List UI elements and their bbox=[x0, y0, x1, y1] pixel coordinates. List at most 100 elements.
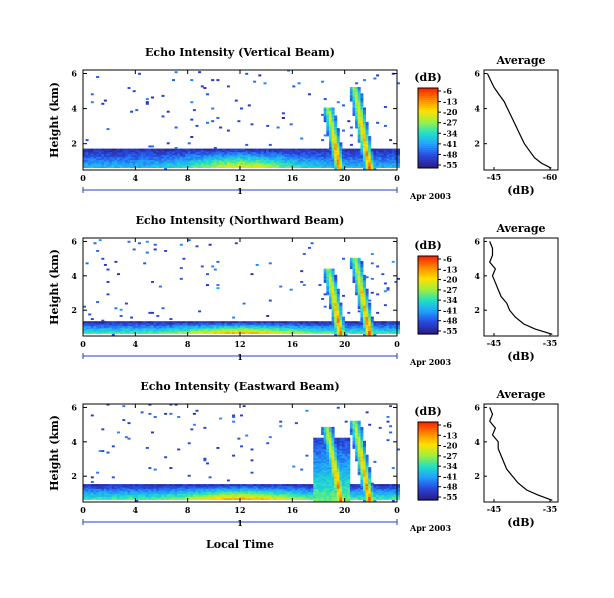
heatmap-cell bbox=[352, 91, 356, 94]
heatmap-cell bbox=[119, 153, 123, 156]
heatmap-cell bbox=[344, 465, 348, 468]
heatmap-cell bbox=[360, 276, 364, 279]
heatmap-cell bbox=[106, 148, 110, 151]
heatmap-cell bbox=[287, 322, 291, 325]
heatmap-cell bbox=[323, 453, 327, 456]
heatmap-cell bbox=[234, 153, 238, 156]
heatmap-cell bbox=[336, 330, 340, 333]
heatmap-cell bbox=[313, 166, 317, 168]
heatmap-cell bbox=[391, 158, 395, 161]
heatmap-cell bbox=[318, 162, 322, 165]
heatmap-cell bbox=[334, 161, 338, 164]
heatmap-cell bbox=[234, 324, 238, 327]
heatmap-cell bbox=[287, 490, 291, 493]
heatmap-cell bbox=[103, 164, 107, 167]
heatmap-cell bbox=[135, 166, 139, 168]
heatmap-cell bbox=[352, 264, 356, 266]
heatmap-cell bbox=[103, 154, 107, 157]
heatmap-cell bbox=[313, 325, 317, 328]
heatmap-cell bbox=[203, 322, 207, 325]
heatmap-cell bbox=[271, 329, 275, 331]
heatmap-cell bbox=[182, 488, 186, 491]
heatmap-cell bbox=[334, 477, 338, 480]
heatmap-cell bbox=[93, 154, 97, 157]
heatmap-cell bbox=[138, 488, 141, 491]
heatmap-cell bbox=[363, 128, 366, 131]
heatmap-cell bbox=[363, 131, 366, 134]
heatmap-cell bbox=[151, 154, 154, 157]
heatmap-cell bbox=[242, 148, 246, 151]
average-profile-line bbox=[486, 73, 552, 169]
heatmap-cell bbox=[334, 302, 338, 305]
colorbar-swatch bbox=[418, 100, 438, 103]
heatmap-cell bbox=[310, 332, 314, 334]
heatmap-cell bbox=[318, 321, 322, 324]
heatmap-cell bbox=[221, 491, 225, 494]
heatmap-cell bbox=[211, 164, 215, 167]
heatmap-cell bbox=[321, 324, 325, 327]
colorbar-swatch bbox=[418, 269, 438, 273]
heatmap-cells bbox=[83, 403, 400, 502]
heatmap-cell bbox=[281, 159, 285, 162]
heatmap-cell bbox=[360, 126, 364, 129]
heatmap-cell bbox=[294, 159, 298, 162]
heatmap-cell bbox=[85, 161, 89, 164]
heatmap-cell bbox=[321, 327, 325, 330]
heatmap-cell bbox=[138, 487, 141, 490]
heatmap-cell bbox=[111, 333, 115, 336]
heatmap-cell bbox=[258, 164, 262, 167]
heatmap-cell bbox=[360, 281, 364, 283]
heatmap-cell bbox=[357, 110, 361, 113]
heatmap-cell bbox=[274, 493, 277, 496]
heatmap-cell bbox=[190, 488, 194, 491]
heatmap-cell bbox=[321, 447, 325, 449]
heatmap-cell bbox=[190, 428, 194, 431]
heatmap-cell bbox=[195, 162, 199, 165]
heatmap-cell bbox=[226, 154, 230, 157]
heatmap-cell bbox=[347, 150, 351, 153]
heatmap-cell bbox=[221, 164, 225, 167]
heatmap-cell bbox=[326, 288, 330, 291]
heatmap-cell bbox=[271, 153, 275, 156]
heatmap-cell bbox=[106, 321, 110, 324]
heatmap-cell bbox=[279, 324, 283, 327]
heatmap-cell bbox=[114, 322, 118, 325]
heatmap-cell bbox=[237, 493, 241, 496]
heatmap-cell bbox=[140, 150, 144, 153]
heatmap-cell bbox=[334, 142, 338, 145]
heatmap-cell bbox=[352, 154, 356, 157]
heatmap-cell bbox=[250, 150, 254, 153]
heatmap-cell bbox=[127, 498, 131, 500]
heatmap-cell bbox=[208, 324, 212, 327]
heatmap-cell bbox=[203, 459, 207, 462]
heatmap-cell bbox=[247, 151, 251, 154]
heatmap-cell bbox=[315, 454, 319, 457]
heatmap-cell bbox=[370, 332, 374, 334]
heatmap-cell bbox=[305, 156, 309, 159]
heatmap-cell bbox=[122, 485, 126, 488]
heatmap-cell bbox=[106, 330, 110, 333]
heatmap-cell bbox=[169, 498, 173, 500]
heatmap-cell bbox=[250, 484, 254, 486]
heatmap-cell bbox=[344, 330, 348, 333]
heatmap-cell bbox=[331, 158, 335, 161]
heatmap-cell bbox=[336, 333, 340, 336]
heatmap-cell bbox=[226, 332, 230, 334]
heatmap-cell bbox=[344, 468, 348, 471]
heatmap-cell bbox=[344, 329, 348, 331]
heatmap-cell bbox=[323, 487, 327, 490]
heatmap-cell bbox=[326, 162, 330, 165]
heatmap-cell bbox=[329, 471, 332, 474]
heatmap-cell bbox=[127, 153, 131, 156]
heatmap-cell bbox=[190, 164, 194, 167]
heatmap-cell bbox=[122, 166, 126, 168]
heatmap-cell bbox=[302, 329, 306, 331]
heatmap-cell bbox=[213, 322, 217, 325]
heatmap-cell bbox=[156, 327, 160, 330]
heatmap-cell bbox=[334, 132, 338, 135]
heatmap-cell bbox=[255, 164, 259, 167]
heatmap-cell bbox=[119, 488, 123, 491]
heatmap-cell bbox=[383, 124, 387, 127]
heatmap-cell bbox=[289, 166, 293, 168]
heatmap-cell bbox=[158, 496, 162, 499]
